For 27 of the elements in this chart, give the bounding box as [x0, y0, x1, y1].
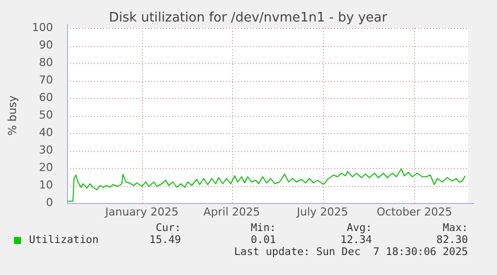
- x-tick-label: July 2025: [296, 205, 348, 218]
- chart-title: Disk utilization for /dev/nvme1n1 - by year: [108, 10, 388, 26]
- text: Last update: Sun Dec 7 18:30:06 2025: [234, 246, 468, 258]
- y-tick-label: 70: [39, 73, 53, 86]
- legend-label: Utilization: [29, 234, 99, 246]
- y-tick-label: 40: [39, 126, 53, 139]
- text: 12.34: [340, 234, 372, 246]
- text: Max:: [442, 222, 468, 234]
- y-tick-label: 90: [39, 38, 53, 52]
- x-tick-label: January 2025: [104, 205, 178, 218]
- y-axis-title: % busy: [6, 94, 19, 136]
- y-tick-label: 0: [46, 196, 53, 209]
- y-tick-label: 60: [39, 90, 53, 104]
- x-tick-label: April 2025: [203, 205, 260, 218]
- y-tick-label: 50: [39, 108, 53, 122]
- y-tick-label: 10: [39, 178, 53, 192]
- text: 82.30: [436, 234, 468, 246]
- text: Min:: [250, 222, 276, 234]
- text: 0.01: [250, 234, 276, 246]
- y-tick-label: 80: [39, 56, 53, 69]
- y-tick-label: 20: [39, 160, 53, 174]
- x-tick-label: October 2025: [376, 205, 452, 218]
- text: Cur:: [156, 222, 181, 234]
- text: 15.49: [149, 234, 181, 246]
- text: Avg:: [346, 222, 372, 234]
- y-tick-label: 100: [32, 20, 53, 34]
- y-tick-label: 30: [39, 143, 53, 156]
